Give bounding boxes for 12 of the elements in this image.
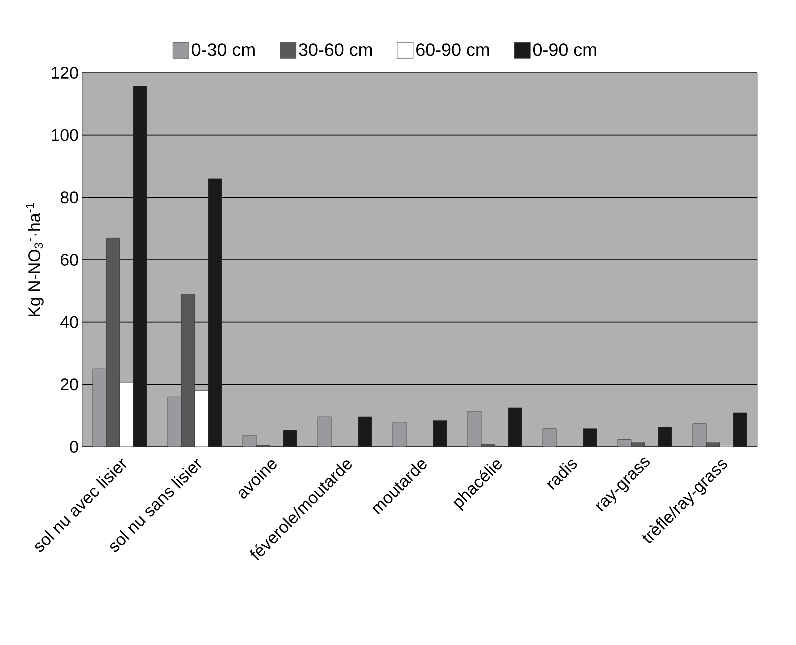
y-tick-label: 100 [52, 129, 78, 142]
y-tick-label: 40 [60, 316, 78, 328]
legend-label: 0-30 cm [192, 44, 255, 56]
y-axis-title: Kg N-NO$_{3}$$^{-}$·ha$^{-1}$ [26, 203, 44, 316]
legend-label: 0-90 cm [533, 44, 596, 56]
legend-label: 30-60 cm [299, 44, 372, 56]
y-tick-label: 0 [70, 441, 78, 453]
y-tick-label: 120 [52, 67, 78, 79]
y-tick-label: 80 [60, 192, 78, 204]
y-tick-label: 60 [61, 254, 78, 266]
legend-label: 60-90 cm [416, 44, 490, 56]
y-tick-label: 20 [61, 378, 78, 391]
